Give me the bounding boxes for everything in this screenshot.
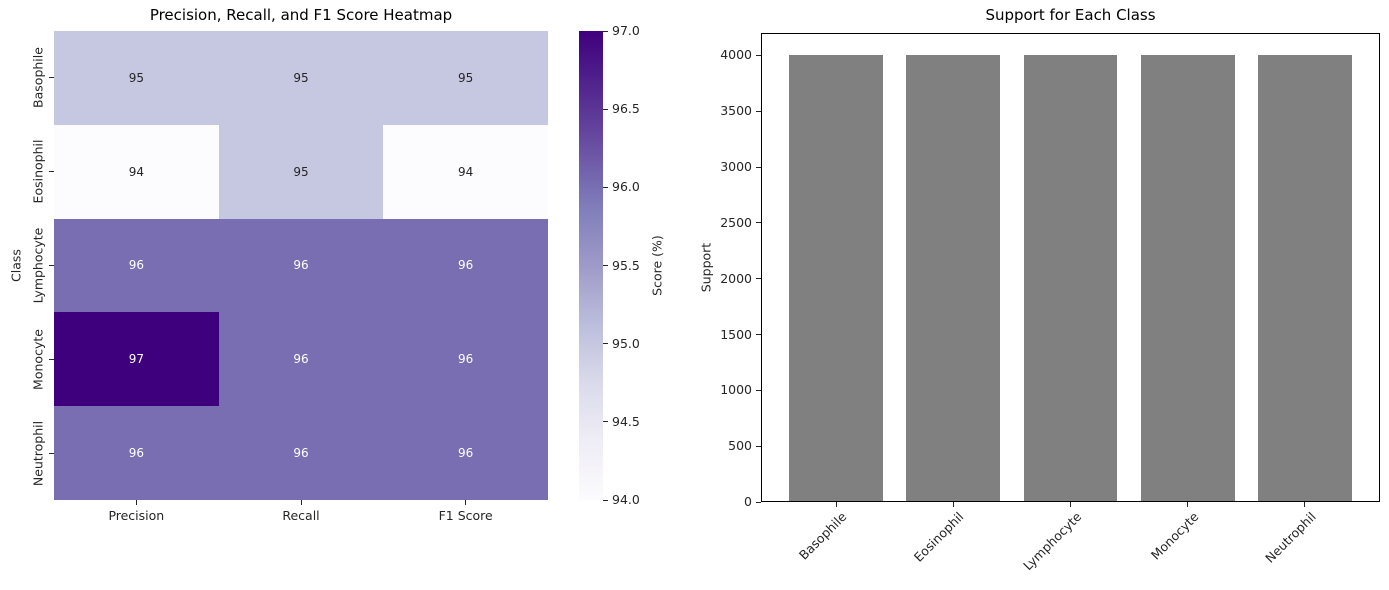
bar-ytick-mark [756,166,761,168]
bar-ytick-label: 2000 [720,270,752,286]
colorbar-tick-mark [603,499,608,501]
colorbar-tick-mark [603,343,608,345]
bar-xtick-mark [1304,502,1306,507]
heatmap-cell: 96 [54,218,219,313]
heatmap-row-label: Neutrophil [30,420,46,486]
bar-category-label: Eosinophil [911,509,967,565]
heatmap-col-label: F1 Score [438,508,493,523]
bar-ytick-mark [756,222,761,224]
support-bar [1023,55,1118,502]
bar-category-label: Monocyte [1147,509,1202,563]
bar-ytick-label: 500 [728,438,752,454]
bar-ytick-mark [756,389,761,391]
colorbar [579,31,603,500]
colorbar-tick-mark [603,108,608,110]
bar-ytick-label: 4000 [720,47,752,63]
colorbar-tick-label: 96.5 [612,101,640,117]
heatmap-xtick-mark [465,500,467,505]
bar-ytick-mark [756,54,761,56]
bar-ytick-mark [756,501,761,503]
colorbar-label: Score (%) [649,235,665,296]
bar-xtick-mark [1187,502,1189,507]
heatmap-col-label: Recall [282,508,320,523]
heatmap-ytick-mark [49,452,54,454]
bar-title: Support for Each Class [985,6,1156,24]
colorbar-tick-label: 94.0 [612,492,640,507]
colorbar-tick-label: 95.0 [612,335,640,351]
bar-y-axis-label: Support [698,242,714,293]
heatmap-cell: 95 [383,31,548,125]
heatmap-cell: 96 [383,218,548,313]
support-bar [906,55,1001,502]
bar-ytick-label: 3500 [720,103,752,119]
colorbar-tick-mark [603,265,608,266]
bar-ytick-label: 1500 [720,326,752,342]
heatmap-cell: 96 [383,406,548,500]
heatmap-ytick-mark [49,265,54,266]
heatmap-xtick-mark [300,500,302,505]
bar-ytick-mark [756,278,761,280]
support-bar [1258,55,1352,502]
colorbar-tick-label: 95.5 [612,257,640,273]
heatmap-cell: 96 [54,406,219,500]
support-bar [1140,55,1235,502]
heatmap-ytick-mark [49,77,54,79]
colorbar-tick-label: 94.5 [612,413,640,429]
bar-xtick-mark [952,502,954,507]
heatmap-ytick-mark [49,358,54,360]
bar-xtick-mark [1070,502,1071,507]
bar-category-label: Lymphocyte [1019,509,1085,574]
heatmap-cell: 95 [218,31,384,125]
heatmap-xtick-mark [135,500,137,505]
bar-ytick-mark [756,110,761,112]
heatmap-ytick-mark [49,171,54,173]
heatmap-cell: 96 [218,312,384,407]
heatmap-cell: 95 [54,31,219,125]
heatmap-cell: 96 [218,406,384,500]
colorbar-tick-label: 97.0 [612,23,640,38]
bar-ytick-label: 3000 [720,159,752,174]
heatmap-cell: 97 [54,312,219,407]
bar-category-label: Neutrophil [1261,509,1319,566]
heatmap-y-axis-label: Class [8,249,24,282]
bar-ytick-label: 1000 [720,382,752,398]
heatmap-cell: 95 [218,124,384,219]
colorbar-tick-label: 96.0 [612,179,640,195]
bar-ytick-label: 2500 [720,214,752,230]
bar-ytick-mark [756,445,761,447]
colorbar-tick-mark [603,421,608,423]
heatmap-cell: 94 [54,124,219,219]
colorbar-tick-mark [603,186,608,188]
bar-category-label: Basophile [795,509,850,563]
heatmap-cell: 96 [218,218,384,313]
colorbar-tick-mark [603,30,608,32]
bar-ytick-label: 0 [744,494,752,509]
bar-xtick-mark [835,502,837,507]
heatmap-title: Precision, Recall, and F1 Score Heatmap [149,6,453,24]
bar-ytick-mark [756,334,761,335]
heatmap-cell: 96 [383,312,548,407]
heatmap-col-label: Precision [108,508,165,523]
support-bar [789,55,883,502]
heatmap-cell: 94 [383,124,548,219]
